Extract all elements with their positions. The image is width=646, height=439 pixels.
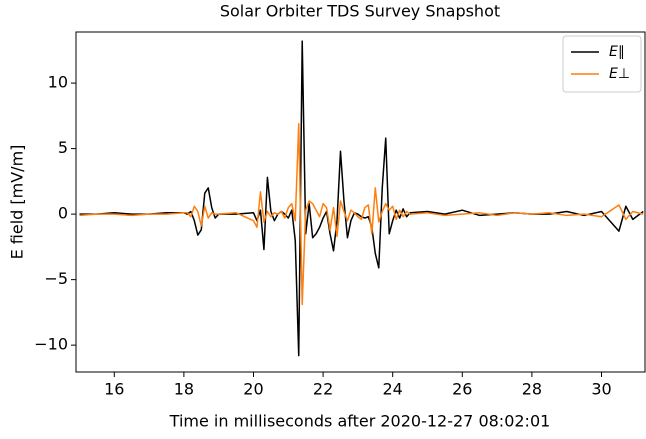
legend-label: E⊥ xyxy=(609,66,630,82)
x-tick-label: 20 xyxy=(243,380,263,399)
y-axis-label: E field [mV/m] xyxy=(8,145,27,260)
x-tick-label: 24 xyxy=(383,380,403,399)
y-tick-label: 10 xyxy=(48,73,68,92)
legend-box xyxy=(562,35,642,93)
y-tick-label: −5 xyxy=(44,269,68,288)
x-tick-label: 28 xyxy=(522,380,542,399)
x-axis-label: Time in milliseconds after 2020-12-27 08… xyxy=(169,412,551,431)
chart-title: Solar Orbiter TDS Survey Snapshot xyxy=(220,2,500,21)
y-tick-label: 5 xyxy=(58,138,68,157)
line-series xyxy=(79,122,644,306)
plot-frame xyxy=(75,31,646,373)
line-series xyxy=(79,40,644,357)
legend-label: E∥ xyxy=(609,44,625,60)
x-tick-label: 18 xyxy=(174,380,194,399)
x-tick-label: 16 xyxy=(104,380,124,399)
x-tick-label: 26 xyxy=(452,380,472,399)
y-tick-label: −10 xyxy=(34,335,68,354)
x-tick-label: 30 xyxy=(591,380,611,399)
y-tick-label: 0 xyxy=(58,204,68,223)
x-tick-label: 22 xyxy=(313,380,333,399)
